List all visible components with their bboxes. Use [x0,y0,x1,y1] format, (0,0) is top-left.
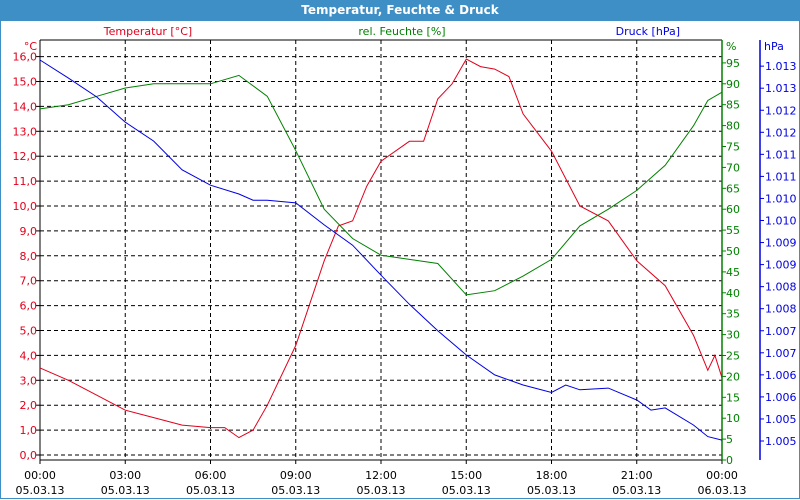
temp-unit: °C [24,40,38,53]
temp-tick-label: 9,0 [20,225,38,238]
humidity-tick-label: 10 [726,412,740,425]
legend-humidity: rel. Feuchte [%] [358,25,445,38]
pressure-tick-label: 1.007 [765,347,797,360]
pressure-tick-label: 1.011 [765,148,797,161]
humidity-tick-label: 15 [726,391,740,404]
temp-tick-label: 1,0 [20,424,38,437]
humidity-tick-label: 20 [726,370,740,383]
x-tick-date: 06.03.13 [698,484,747,497]
pressure-tick-label: 1.009 [765,237,797,250]
pressure-tick-label: 1.012 [765,104,797,117]
pressure-tick-label: 1.009 [765,259,797,272]
x-tick-date: 05.03.13 [186,484,235,497]
x-tick-date: 05.03.13 [442,484,491,497]
humidity-tick-label: 55 [726,224,740,237]
pressure-line [39,59,723,441]
temp-tick-label: 5,0 [20,325,38,338]
hum-unit: % [726,40,736,53]
x-tick-date: 05.03.13 [612,484,661,497]
temp-tick-label: 14,0 [13,100,38,113]
temp-tick-label: 7,0 [20,275,38,288]
pressure-tick-label: 1.006 [765,369,797,382]
humidity-tick-label: 95 [726,57,740,70]
x-tick-time: 21:00 [621,469,653,482]
temp-tick-label: 16,0 [13,51,38,64]
temp-tick-label: 6,0 [20,300,38,313]
temperature-line [39,58,723,439]
x-tick-time: 12:00 [365,469,397,482]
humidity-tick-label: 0 [726,454,733,467]
pressure-tick-label: 1.006 [765,391,797,404]
pressure-tick-label: 1.012 [765,126,797,139]
humidity-tick-label: 75 [726,141,740,154]
humidity-tick-label: 60 [726,203,740,216]
pressure-tick-label: 1.005 [765,413,797,426]
pressure-tick-label: 1.008 [765,303,797,316]
humidity-tick-label: 5 [726,433,733,446]
humidity-tick-label: 35 [726,308,740,321]
x-tick-time: 18:00 [536,469,568,482]
humidity-tick-label: 70 [726,161,740,174]
legend-pressure: Druck [hPa] [616,25,680,38]
pressure-tick-label: 1.010 [765,192,797,205]
x-tick-date: 05.03.13 [16,484,65,497]
x-tick-date: 05.03.13 [271,484,320,497]
x-tick-time: 09:00 [280,469,312,482]
temp-tick-label: 4,0 [20,349,38,362]
x-tick-time: 00:00 [24,469,56,482]
humidity-tick-label: 85 [726,99,740,112]
legend-temperature: Temperatur [°C] [103,25,192,38]
pressure-tick-label: 1.005 [765,435,797,448]
x-tick-date: 05.03.13 [101,484,150,497]
humidity-tick-label: 50 [726,245,740,258]
humidity-tick-label: 90 [726,78,740,91]
pressure-tick-label: 1.007 [765,325,797,338]
pressure-tick-label: 1.013 [765,60,797,73]
temp-tick-label: 15,0 [13,76,38,89]
temp-tick-label: 10,0 [13,200,38,213]
humidity-tick-label: 45 [726,266,740,279]
humidity-tick-label: 30 [726,329,740,342]
humidity-tick-label: 25 [726,350,740,363]
humidity-line [39,74,723,296]
x-tick-time: 03:00 [109,469,141,482]
x-tick-date: 05.03.13 [527,484,576,497]
temp-tick-label: 2,0 [20,399,38,412]
humidity-tick-label: 40 [726,287,740,300]
temp-tick-label: 0,0 [20,449,38,462]
x-tick-time: 00:00 [706,469,738,482]
temp-tick-label: 8,0 [20,250,38,263]
x-tick-date: 05.03.13 [357,484,406,497]
press-unit: hPa [764,40,784,53]
humidity-tick-label: 65 [726,182,740,195]
humidity-tick-label: 80 [726,120,740,133]
temp-tick-label: 3,0 [20,374,38,387]
pressure-tick-label: 1.013 [765,82,797,95]
x-tick-time: 15:00 [450,469,482,482]
temp-tick-label: 13,0 [13,125,38,138]
x-tick-time: 06:00 [195,469,227,482]
pressure-tick-label: 1.011 [765,170,797,183]
window-title: Temperatur, Feuchte & Druck [0,0,800,21]
temp-tick-label: 12,0 [13,150,38,163]
pressure-tick-label: 1.008 [765,281,797,294]
temp-tick-label: 11,0 [13,175,38,188]
pressure-tick-label: 1.010 [765,215,797,228]
